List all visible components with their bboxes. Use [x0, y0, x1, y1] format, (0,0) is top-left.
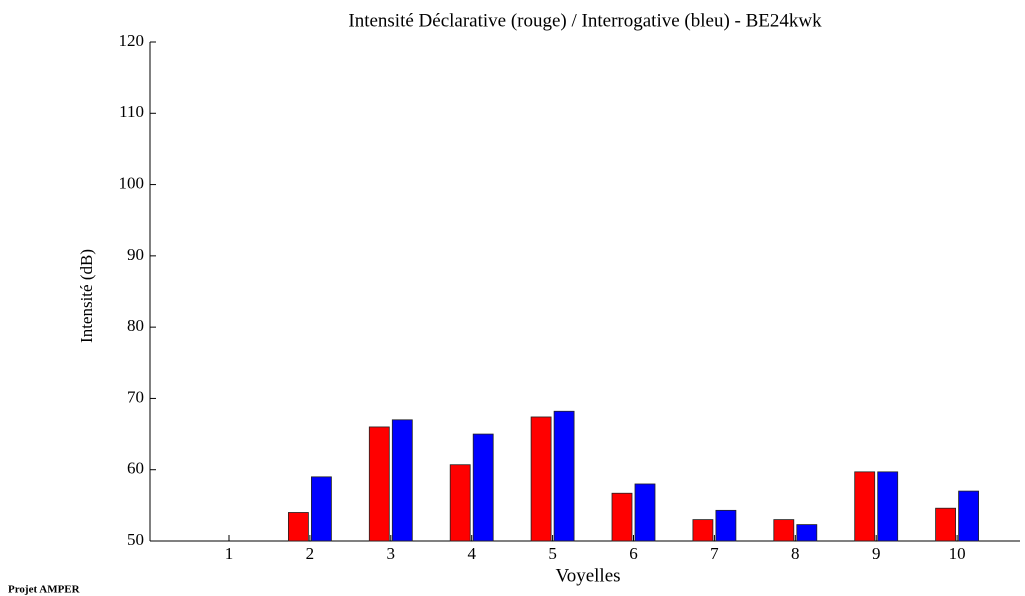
x-tick-label: 6: [629, 544, 638, 563]
y-tick-label: 80: [127, 316, 144, 335]
bar: [854, 471, 876, 542]
x-tick-label: 10: [949, 544, 966, 563]
bar: [368, 426, 390, 542]
x-tick-label: 3: [387, 544, 396, 563]
bar: [692, 519, 714, 542]
bar: [391, 419, 413, 542]
x-tick-label: 7: [710, 544, 719, 563]
y-tick-label: 60: [127, 459, 144, 478]
bar: [715, 509, 737, 542]
bar: [773, 519, 795, 542]
x-tick-label: 2: [306, 544, 315, 563]
bar: [611, 492, 633, 542]
y-axis-label: Intensité (dB): [77, 249, 96, 343]
bar: [877, 471, 899, 542]
x-tick-label: 5: [548, 544, 557, 563]
bar: [958, 490, 979, 542]
y-tick-label: 100: [119, 173, 145, 192]
bar: [310, 476, 332, 542]
bar: [530, 416, 552, 542]
x-tick-label: 8: [791, 544, 800, 563]
x-tick-label: 9: [872, 544, 881, 563]
x-axis-label: Voyelles: [555, 565, 620, 586]
y-tick-label: 50: [127, 530, 144, 549]
y-tick-label: 70: [127, 387, 144, 406]
bar: [472, 433, 494, 542]
y-tick-label: 110: [119, 102, 144, 121]
bar: [287, 512, 309, 542]
bar: [449, 464, 471, 542]
footer: Projet AMPER: [8, 584, 81, 596]
y-tick-label: 120: [119, 31, 145, 50]
x-tick-label: 4: [467, 544, 476, 563]
bar: [796, 524, 818, 542]
chart-title: Intensité Déclarative (rouge) / Interrog…: [348, 10, 822, 31]
bar: [935, 507, 956, 542]
bar: [634, 483, 656, 542]
x-tick-label: 1: [225, 544, 234, 563]
bar: [553, 410, 575, 542]
y-tick-label: 90: [127, 245, 144, 264]
